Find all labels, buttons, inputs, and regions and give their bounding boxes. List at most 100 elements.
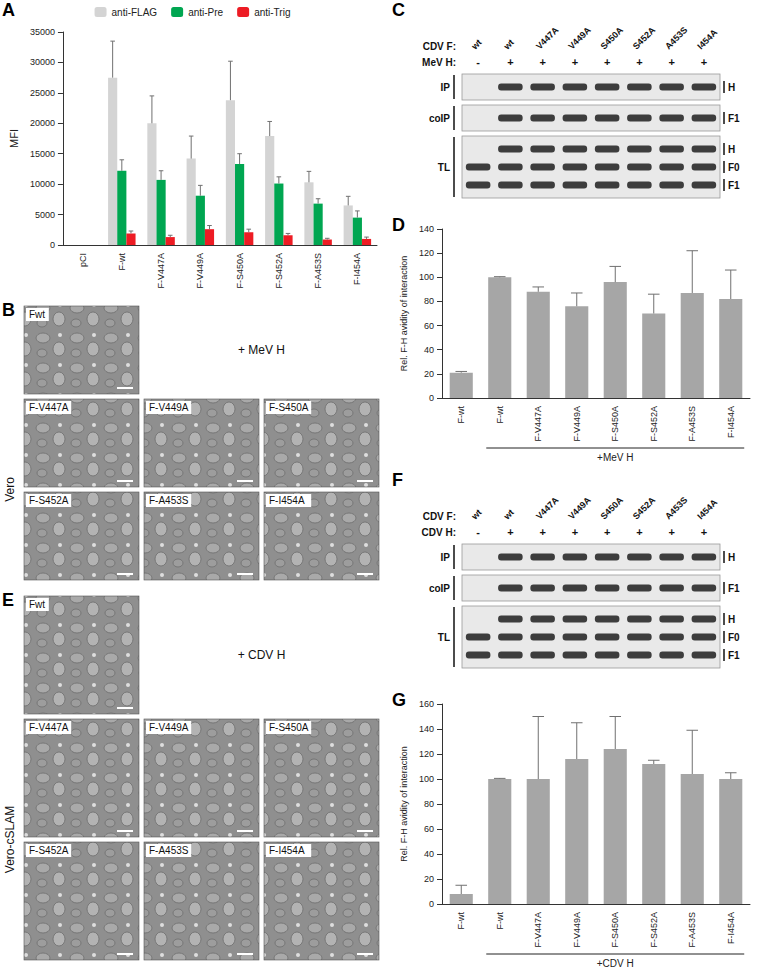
svg-text:25000: 25000 [30, 88, 55, 98]
svg-text:anti-Trig: anti-Trig [254, 7, 290, 18]
svg-text:F0: F0 [728, 632, 740, 643]
svg-text:F-S450A: F-S450A [610, 406, 620, 442]
svg-text:IP: IP [441, 82, 451, 93]
svg-text:S452A: S452A [631, 25, 658, 52]
svg-text:+: + [636, 526, 642, 538]
svg-text:20000: 20000 [30, 118, 55, 128]
svg-text:F-S452A: F-S452A [29, 495, 69, 506]
svg-text:S450A: S450A [598, 25, 625, 52]
svg-text:100: 100 [419, 774, 434, 784]
svg-text:F-V449A: F-V449A [195, 253, 205, 289]
svg-text:Rel. F-H avidity of interactio: Rel. F-H avidity of interaction [399, 256, 409, 372]
svg-text:anti-FLAG: anti-FLAG [112, 7, 158, 18]
svg-text:+: + [636, 56, 642, 68]
svg-text:Fwt: Fwt [29, 599, 45, 610]
svg-text:V449A: V449A [566, 25, 593, 52]
svg-text:+: + [701, 56, 707, 68]
svg-text:TL: TL [438, 162, 450, 173]
svg-text:H: H [728, 82, 735, 93]
svg-text:80: 80 [424, 296, 434, 306]
svg-text:+: + [539, 56, 545, 68]
svg-text:+: + [507, 56, 513, 68]
svg-text:+ MeV H: + MeV H [238, 343, 285, 357]
svg-text:F-A453S: F-A453S [149, 495, 189, 506]
svg-text:I454A: I454A [695, 27, 719, 51]
svg-text:120: 120 [419, 248, 434, 258]
svg-text:MFI: MFI [8, 129, 20, 148]
svg-text:pCI: pCI [78, 253, 88, 267]
svg-text:F-A453S: F-A453S [687, 912, 697, 948]
svg-text:35000: 35000 [30, 27, 55, 37]
svg-text:Fwt: Fwt [29, 309, 45, 320]
svg-text:+: + [539, 526, 545, 538]
svg-text:+: + [572, 526, 578, 538]
svg-text:F-I454A: F-I454A [269, 845, 305, 856]
svg-text:V449A: V449A [566, 495, 593, 522]
svg-text:H: H [728, 614, 735, 625]
svg-text:30000: 30000 [30, 57, 55, 67]
svg-text:F-I454A: F-I454A [726, 406, 736, 438]
svg-text:S452A: S452A [631, 495, 658, 522]
svg-text:Rel. F-H avidity of interactio: Rel. F-H avidity of interaction [399, 746, 409, 862]
svg-text:F-wt: F-wt [456, 912, 466, 930]
svg-text:+: + [701, 526, 707, 538]
svg-text:140: 140 [419, 224, 434, 234]
svg-text:80: 80 [424, 799, 434, 809]
svg-text:F-I454A: F-I454A [269, 495, 305, 506]
svg-text:15000: 15000 [30, 149, 55, 159]
svg-text:+: + [604, 56, 610, 68]
svg-text:F1: F1 [728, 180, 740, 191]
svg-text:CDV F:: CDV F: [423, 511, 456, 522]
svg-text:wt: wt [501, 37, 516, 52]
svg-text:+: + [668, 56, 674, 68]
svg-text:F-S452A: F-S452A [274, 253, 284, 289]
svg-text:MeV H:: MeV H: [422, 57, 456, 68]
svg-text:wt: wt [469, 37, 484, 52]
svg-text:IP: IP [441, 552, 451, 563]
svg-text:0: 0 [429, 899, 434, 909]
svg-text:F-I454A: F-I454A [352, 253, 362, 285]
svg-text:F-V449A: F-V449A [149, 402, 189, 413]
svg-text:-: - [476, 526, 480, 538]
svg-text:F-S450A: F-S450A [235, 253, 245, 289]
svg-text:-: - [476, 56, 480, 68]
svg-text:160: 160 [419, 699, 434, 709]
svg-text:20: 20 [424, 369, 434, 379]
svg-text:A453S: A453S [663, 495, 690, 522]
svg-text:+: + [668, 526, 674, 538]
svg-text:F-A453S: F-A453S [687, 406, 697, 442]
svg-text:F-wt: F-wt [495, 406, 505, 424]
svg-text:F-S452A: F-S452A [649, 406, 659, 442]
svg-text:F-S450A: F-S450A [269, 402, 309, 413]
svg-text:I454A: I454A [695, 497, 719, 521]
svg-text:F-I454A: F-I454A [726, 912, 736, 944]
svg-text:100: 100 [419, 272, 434, 282]
svg-text:F-S450A: F-S450A [269, 722, 309, 733]
svg-text:F0: F0 [728, 162, 740, 173]
svg-text:F-wt: F-wt [495, 912, 505, 930]
svg-text:60: 60 [424, 321, 434, 331]
svg-text:F-A453S: F-A453S [313, 253, 323, 289]
svg-text:F-wt: F-wt [456, 406, 466, 424]
svg-text:TL: TL [438, 632, 450, 643]
svg-text:+: + [507, 526, 513, 538]
svg-text:F-S452A: F-S452A [649, 912, 659, 948]
svg-text:F-S450A: F-S450A [610, 912, 620, 948]
svg-text:+: + [604, 526, 610, 538]
svg-text:wt: wt [501, 507, 516, 522]
svg-text:40: 40 [424, 849, 434, 859]
svg-text:F1: F1 [728, 583, 740, 594]
svg-text:Vero: Vero [3, 477, 17, 502]
svg-text:40: 40 [424, 345, 434, 355]
svg-text:120: 120 [419, 749, 434, 759]
svg-text:F-V449A: F-V449A [149, 722, 189, 733]
svg-text:20: 20 [424, 874, 434, 884]
svg-text:F-A453S: F-A453S [149, 845, 189, 856]
svg-text:F-S452A: F-S452A [29, 845, 69, 856]
svg-text:5000: 5000 [35, 210, 55, 220]
svg-text:Vero-cSLAM: Vero-cSLAM [3, 806, 17, 873]
svg-text:wt: wt [469, 507, 484, 522]
svg-text:F-V447A: F-V447A [533, 406, 543, 442]
svg-text:10000: 10000 [30, 179, 55, 189]
svg-text:F-V447A: F-V447A [533, 912, 543, 948]
